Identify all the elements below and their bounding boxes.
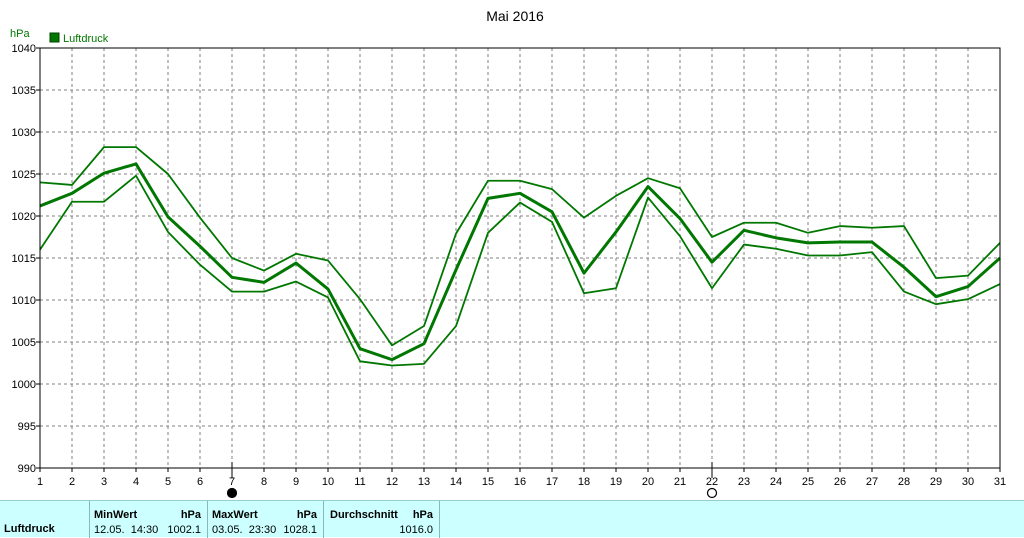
- series-line-max: [39, 146, 1001, 347]
- max-label: MaxWert: [212, 509, 258, 521]
- moon-markers: [226, 462, 718, 499]
- avg-unit: hPa: [412, 509, 433, 521]
- y-tick-label: 1010: [12, 295, 36, 307]
- stats-bar: Luftdruck MinWert hPa 12.05. 14:30 1002.…: [0, 500, 1024, 538]
- x-tick-label: 29: [930, 476, 942, 488]
- x-tick-label: 23: [738, 476, 750, 488]
- y-axis-label: hPa: [10, 28, 30, 40]
- x-tick-label: 17: [546, 476, 558, 488]
- y-tick-label: 1015: [12, 253, 36, 265]
- chart-title: Mai 2016: [486, 8, 544, 24]
- y-tick-label: 1000: [12, 379, 36, 391]
- x-tick-label: 11: [354, 476, 365, 488]
- x-tick-label: 12: [386, 476, 398, 488]
- x-tick-label: 27: [866, 476, 878, 488]
- x-tick-label: 20: [642, 476, 654, 488]
- y-tick-label: 1025: [12, 169, 36, 181]
- x-tick-label: 25: [802, 476, 814, 488]
- x-tick-label: 6: [197, 476, 203, 488]
- max-time: 03.05. 23:30: [212, 524, 277, 536]
- x-tick-label: 15: [482, 476, 494, 488]
- x-tick-label: 10: [322, 476, 334, 488]
- y-tick-label: 995: [18, 421, 36, 433]
- legend-label: Luftdruck: [63, 33, 109, 45]
- full-moon-icon: [706, 487, 718, 499]
- x-tick-label: 9: [293, 476, 299, 488]
- stats-row-label-cell: Luftdruck: [0, 501, 90, 538]
- y-tick-label: 1005: [12, 337, 36, 349]
- x-tick-label: 8: [261, 476, 267, 488]
- y-tick-label: 990: [18, 463, 36, 475]
- y-axis-ticks: 990 995 1000 1005 1010 1015 1020 1025 1030 1035 10…: [12, 43, 40, 475]
- x-tick-label: 21: [674, 476, 686, 488]
- y-tick-label: 1040: [12, 43, 36, 55]
- plot-frame: [39, 47, 1001, 469]
- x-tick-label: 24: [770, 476, 782, 488]
- x-tick-label: 28: [898, 476, 910, 488]
- x-tick-label: 3: [101, 476, 107, 488]
- x-tick-label: 4: [133, 476, 139, 488]
- x-tick-label: 1: [37, 476, 43, 488]
- series-line-min: [39, 174, 1001, 367]
- x-axis-ticks: 1 2 3 4 5 6 7 8 9 10 11 12 13 14 15 16 17 18 19 20 21 22 23 24 2…: [37, 468, 1006, 488]
- min-unit: hPa: [180, 509, 201, 521]
- y-tick-label: 1020: [12, 211, 36, 223]
- stats-row-label: Luftdruck: [4, 523, 55, 535]
- max-value: 1028.1: [283, 524, 317, 536]
- y-tick-label: 1030: [12, 127, 36, 139]
- x-tick-label: 5: [165, 476, 171, 488]
- pressure-chart: Mai 2016 hPa Luftdruck 99099510001005101…: [10, 8, 1006, 499]
- x-tick-label: 7: [229, 476, 235, 488]
- legend-swatch: [49, 32, 60, 43]
- series-lines: [39, 146, 1001, 367]
- min-time: 12.05. 14:30: [94, 524, 159, 536]
- grid: [40, 48, 1000, 468]
- min-value: 1002.1: [167, 524, 201, 536]
- x-tick-label: 14: [450, 476, 462, 488]
- stats-max-cell: MaxWert hPa 03.05. 23:30 1028.1: [208, 501, 324, 538]
- x-tick-label: 30: [962, 476, 974, 488]
- avg-value: 1016.0: [399, 524, 433, 536]
- x-tick-label: 22: [706, 476, 718, 488]
- series-line-avg: [39, 162, 1001, 362]
- y-tick-label: 1035: [12, 85, 36, 97]
- avg-label: Durchschnitt: [330, 509, 398, 521]
- x-tick-label: 19: [610, 476, 622, 488]
- x-tick-label: 31: [994, 476, 1006, 488]
- stats-avg-cell: Durchschnitt hPa 1016.0: [324, 501, 440, 538]
- min-label: MinWert: [94, 509, 138, 521]
- x-tick-label: 18: [578, 476, 590, 488]
- x-tick-label: 13: [418, 476, 430, 488]
- x-tick-label: 16: [514, 476, 526, 488]
- stats-min-cell: MinWert hPa 12.05. 14:30 1002.1: [90, 501, 208, 538]
- new-moon-icon: [226, 487, 238, 499]
- x-tick-label: 26: [834, 476, 846, 488]
- x-tick-label: 2: [69, 476, 75, 488]
- max-unit: hPa: [296, 509, 317, 521]
